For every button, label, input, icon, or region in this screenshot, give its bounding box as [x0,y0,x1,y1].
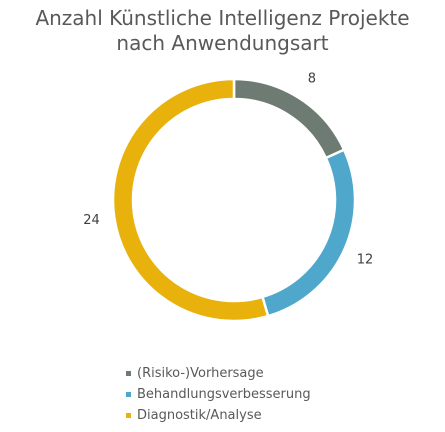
legend-swatch-behandlungsverbesserung [126,392,131,397]
legend-swatch-risiko-vorhersage [126,371,131,376]
legend-swatch-diagnostik-analyse [126,413,131,418]
donut-slice-behandlungsverbesserung [260,148,357,318]
legend-item-diagnostik-analyse: Diagnostik/Analyse [126,405,311,426]
legend-label-risiko-vorhersage: (Risiko-)Vorhersage [137,366,264,381]
donut-slice-diagnostik-analyse [111,77,270,323]
legend-item-behandlungsverbesserung: Behandlungsverbesserung [126,384,311,405]
legend-label-diagnostik-analyse: Diagnostik/Analyse [137,408,262,423]
chart-title-line-2: nach Anwendungsart [116,31,329,55]
legend-label-behandlungsverbesserung: Behandlungsverbesserung [137,387,311,402]
data-label-behandlungsverbesserung: 12 [357,252,374,267]
donut-slice-risiko-vorhersage [232,77,346,160]
chart-title-line-1: Anzahl Künstliche Intelligenz Projekte [35,6,410,30]
chart-title: Anzahl Künstliche Intelligenz Projekte n… [0,6,445,56]
chart-legend: (Risiko-)Vorhersage Behandlungsverbesser… [126,363,311,426]
data-label-diagnostik-analyse: 24 [83,213,100,228]
data-label-risiko-vorhersage: 8 [308,71,316,86]
legend-item-risiko-vorhersage: (Risiko-)Vorhersage [126,363,311,384]
